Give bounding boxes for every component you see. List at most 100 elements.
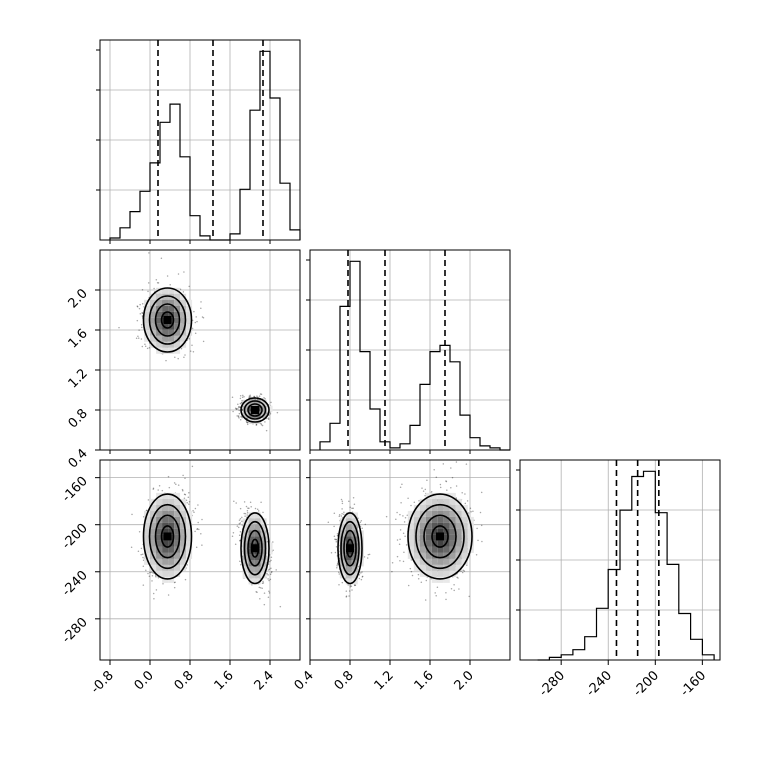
- density-cell: [455, 504, 462, 511]
- x-tick-label: 0.8: [332, 668, 357, 693]
- density-cell: [461, 534, 468, 541]
- density-cell: [168, 516, 175, 523]
- scatter-point: [183, 356, 185, 359]
- scatter-point: [275, 569, 277, 571]
- scatter-point: [399, 560, 401, 562]
- scatter-point: [361, 571, 363, 573]
- scatter-point: [239, 418, 242, 421]
- scatter-point: [472, 510, 474, 513]
- scatter-point: [196, 528, 199, 530]
- scatter-point: [240, 564, 242, 566]
- density-cell: [437, 504, 444, 511]
- scatter-point: [259, 393, 262, 395]
- scatter-point: [193, 511, 195, 514]
- density-cell: [168, 504, 175, 511]
- density-cell: [180, 335, 187, 342]
- density-cell: [437, 510, 444, 517]
- scatter-point: [240, 416, 242, 418]
- scatter-point: [191, 344, 193, 347]
- density-cell: [461, 540, 468, 547]
- scatter-point: [464, 493, 466, 495]
- scatter-point: [141, 312, 144, 315]
- contour-level-3: [154, 303, 181, 337]
- scatter-point: [348, 595, 350, 597]
- scatter-point: [338, 515, 341, 517]
- x-tick-label: 0.4: [292, 668, 317, 693]
- density-cell: [419, 546, 426, 553]
- scatter-point: [245, 421, 248, 424]
- density-cell: [144, 540, 151, 547]
- density-cell: [174, 323, 181, 330]
- density-cell: [248, 417, 255, 424]
- scatter-point: [267, 417, 270, 419]
- density-cell: [162, 329, 169, 336]
- scatter-point: [351, 589, 353, 591]
- density-cell: [174, 311, 181, 318]
- density-cell: [162, 341, 169, 348]
- density-cell: [144, 552, 151, 559]
- density-cell: [180, 317, 187, 324]
- density-cell: [431, 546, 438, 553]
- scatter-point: [248, 395, 251, 397]
- scatter-point: [141, 289, 144, 291]
- density-cell: [425, 546, 432, 553]
- scatter-point: [399, 486, 402, 489]
- scatter-point: [458, 588, 460, 590]
- scatter-point: [396, 555, 399, 558]
- scatter-point: [253, 396, 256, 398]
- density-cell: [260, 548, 267, 555]
- scatter-point: [255, 424, 258, 426]
- scatter-point: [239, 397, 242, 400]
- scatter-point: [436, 586, 439, 589]
- y-tick-label: -280: [59, 615, 90, 646]
- density-cell: [461, 522, 468, 529]
- density-cell: [455, 564, 462, 571]
- density-cell: [443, 540, 450, 547]
- contour-level-4: [160, 525, 175, 548]
- density-cell: [186, 317, 193, 324]
- y-tick-label: 1.2: [66, 366, 91, 391]
- panel-p1-p2: [327, 461, 483, 601]
- scatter-point: [141, 345, 144, 348]
- density-cell: [419, 540, 426, 547]
- scatter-point: [337, 562, 339, 564]
- scatter-point: [343, 511, 345, 514]
- density-cell: [455, 510, 462, 517]
- scatter-point: [200, 301, 202, 303]
- scatter-point: [175, 483, 177, 486]
- scatter-point: [184, 578, 187, 581]
- scatter-point: [248, 507, 250, 509]
- density-cell: [443, 498, 450, 505]
- x-tick-label: 2.4: [252, 668, 277, 693]
- scatter-point: [360, 572, 362, 574]
- scatter-point: [267, 418, 270, 420]
- density-cell: [156, 329, 163, 336]
- scatter-point: [197, 504, 199, 506]
- scatter-point: [368, 553, 371, 556]
- density-cell: [407, 540, 414, 547]
- scatter-point: [153, 598, 155, 600]
- scatter-point: [348, 500, 350, 503]
- scatter-point: [194, 321, 197, 324]
- density-cell: [461, 504, 468, 511]
- density-cell: [174, 498, 181, 505]
- scatter-point: [239, 539, 241, 542]
- density-cell: [461, 528, 468, 535]
- scatter-point: [272, 541, 274, 543]
- scatter-point: [197, 521, 199, 524]
- density-cell: [242, 399, 249, 406]
- axes-frames: [99, 39, 721, 661]
- scatter-point: [136, 305, 139, 308]
- scatter-point: [271, 570, 273, 573]
- density-cell: [443, 510, 450, 517]
- density-cell: [431, 492, 438, 499]
- density-cell: [254, 572, 261, 579]
- scatter-point: [139, 303, 141, 306]
- scatter-point: [152, 488, 155, 490]
- scatter-point: [140, 553, 142, 556]
- scatter-point: [233, 500, 235, 503]
- plot-data: [109, 40, 715, 661]
- panel-frame-2-0: [99, 459, 301, 661]
- scatter-point: [237, 408, 239, 410]
- density-cell: [351, 530, 358, 537]
